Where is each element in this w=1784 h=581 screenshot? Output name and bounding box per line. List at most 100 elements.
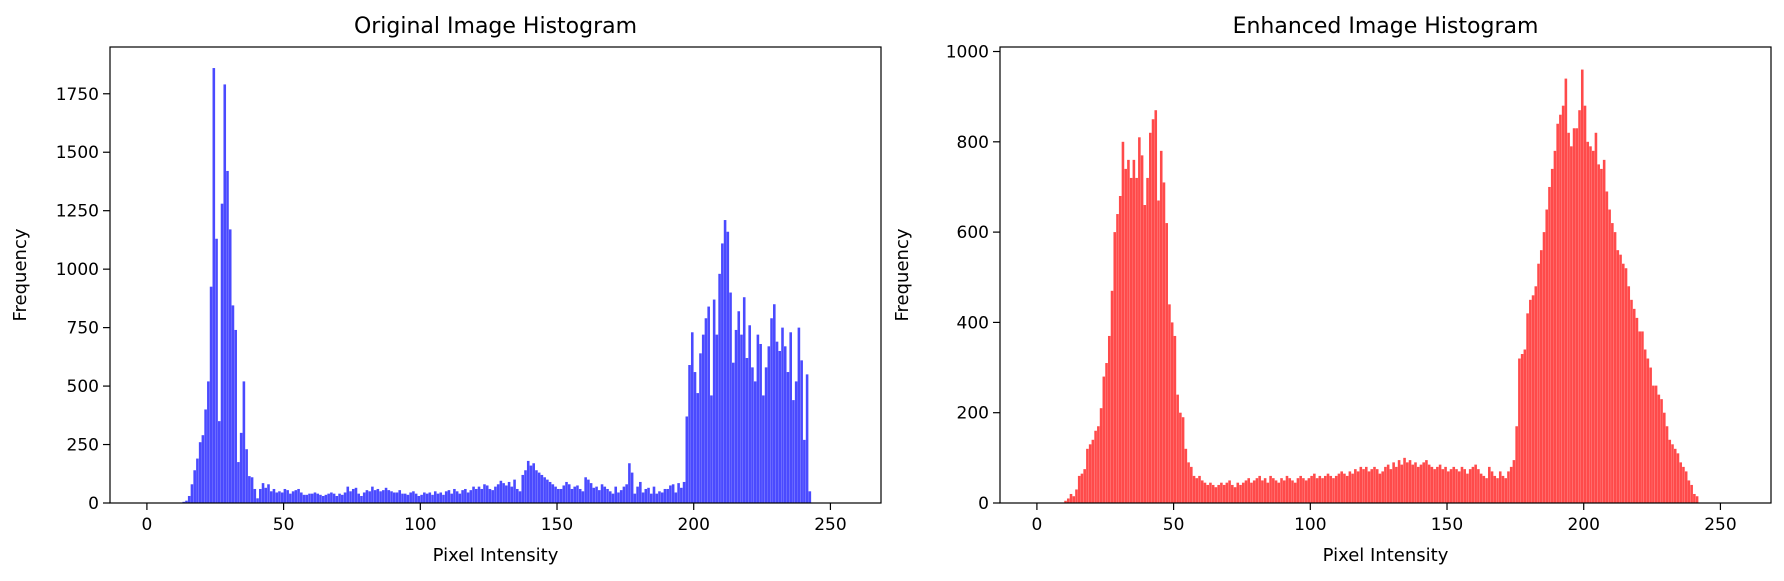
histogram-bar [1548,186,1551,503]
histogram-bar [1326,473,1330,503]
histogram-bar [1149,132,1152,503]
histogram-bar [701,334,705,503]
histogram-bar [423,492,426,503]
histogram-bar [797,327,801,503]
histogram-bar [1102,376,1106,503]
histogram-bar [341,494,344,503]
histogram-bar [474,488,478,503]
histogram-bar [576,485,579,503]
histogram-bar [1097,426,1100,503]
histogram-bar [770,318,773,503]
histogram-bar [682,481,686,503]
histogram-bar [1217,484,1220,503]
histogram-bar [351,488,355,503]
histogram-bar [669,485,672,503]
histogram-bar [1310,475,1313,503]
histogram-bar [455,491,459,503]
histogram-bar [1269,475,1272,503]
histogram-bar [751,367,754,503]
histogram-bar [1351,473,1354,503]
histogram-bar [1291,480,1294,503]
histogram-bar [1416,466,1420,503]
histogram-bar [803,439,806,503]
histogram-bar [1449,469,1453,503]
histogram-bar [313,492,317,503]
histogram-bar [1274,480,1278,503]
histogram-bar [1367,471,1371,503]
x-tick-label: 0 [1031,515,1042,535]
histogram-bar [1608,209,1611,503]
y-tick-label: 500 [67,377,99,397]
histogram-bar [1447,471,1450,503]
histogram-bar [392,492,396,503]
histogram-bar [764,367,768,503]
y-tick-label: 1250 [56,202,99,222]
histogram-bar [540,474,544,503]
histogram-bar [1091,439,1095,503]
histogram-bar [1496,478,1499,503]
histogram-bar [209,286,213,503]
histogram-bar [677,483,680,503]
histogram-bar [472,486,475,503]
histogram-bar [357,493,361,503]
histogram-bar [518,491,522,503]
histogram-bar [655,493,659,503]
histogram-bar [1132,159,1136,503]
histogram-bar [398,490,402,503]
histogram-bar [193,470,196,503]
histogram-bar [1482,475,1486,503]
histogram-bar [1252,480,1256,503]
histogram-bar [1578,110,1581,504]
histogram-bar [598,490,601,503]
histogram-bar [1088,444,1092,503]
histogram-bar [1400,464,1404,503]
histogram-bar [1537,263,1540,503]
histogram-bar [1206,484,1209,503]
histogram-bar [223,84,227,504]
histogram-bar [379,491,382,503]
histogram-bar [1154,110,1158,504]
histogram-bar [1455,469,1458,503]
histogram-bar [1165,223,1168,503]
histogram-bar [775,341,779,503]
histogram-bar [308,493,311,503]
histogram-bar [1140,155,1144,504]
x-tick-label: 50 [273,515,295,535]
histogram-bar [365,490,369,503]
histogram-bar [1384,466,1387,503]
histogram-bar [1580,69,1584,503]
histogram-bar [1373,466,1376,503]
histogram-bar [729,292,732,503]
histogram-bar [704,318,708,503]
x-axis-label: Pixel Intensity [1323,545,1449,566]
histogram-bar [1392,462,1395,503]
histogram-bar [464,488,467,503]
histogram-bar [1695,496,1699,503]
histogram-bar [250,477,254,503]
histogram-bar [1261,480,1264,503]
histogram-bar [1296,478,1300,503]
x-axis-ticks: 0 50 100 150 200 250 [141,503,847,535]
histogram-bar [390,491,393,503]
histogram-bar [1515,426,1518,503]
histogram-bar [1364,466,1368,503]
histogram-bar [1570,146,1573,503]
histogram-bar [1151,119,1155,504]
histogram-bar [1559,114,1562,503]
y-tick-label: 1000 [56,260,99,280]
histogram-bar [1419,464,1423,503]
histogram-bar [792,400,795,503]
histogram-bar [1302,478,1305,503]
histogram-bar [1315,478,1319,503]
histogram-bar [1225,482,1229,503]
histogram-bar [723,220,727,504]
histogram-bar [1649,367,1652,503]
histogram-bar [1619,254,1622,503]
histogram-bar [403,493,407,503]
histogram-bar [502,483,505,503]
histogram-bar [611,493,615,503]
plot-frame [109,46,882,504]
histogram-bar [1526,313,1529,503]
histogram-bar [494,486,497,503]
histogram-bar [310,493,314,503]
